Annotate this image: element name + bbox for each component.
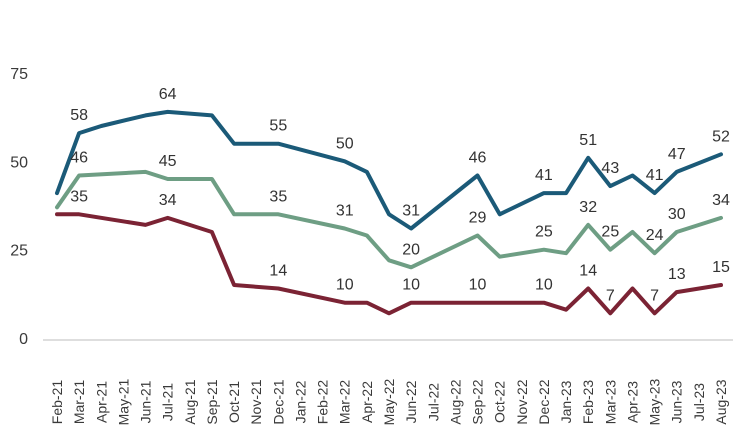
y-axis: 0 25 50 75: [10, 66, 28, 348]
series-2-data-label: 24: [646, 227, 664, 244]
series-1-data-label: 64: [159, 86, 177, 103]
series-3-data-label: 34: [159, 192, 177, 209]
x-tick-label: May-22: [381, 378, 397, 425]
series-1-data-label: 50: [336, 135, 354, 152]
series-2-data-label: 29: [469, 210, 487, 227]
x-tick-label: Jul-23: [691, 383, 707, 421]
series-2-data-label: 31: [336, 202, 354, 219]
series-3-data-label: 14: [579, 263, 597, 280]
series-1-data-label: 41: [646, 167, 664, 184]
y-tick-label: 25: [10, 243, 28, 260]
x-tick-label: Aug-22: [447, 379, 463, 424]
x-tick-label: Jan-23: [558, 380, 574, 423]
x-axis: Feb-21 Mar-21 Apr-21 May-21 Jun-21 Jul-21 Aug-…: [49, 378, 729, 425]
series-1-data-label: 31: [402, 202, 420, 219]
series-1-data-label: 46: [469, 149, 487, 166]
series-3-data-label: 7: [650, 287, 659, 304]
series-2-data-label: 46: [70, 149, 88, 166]
x-tick-label: Jul-22: [425, 383, 441, 421]
y-tick-label: 0: [19, 331, 28, 348]
series-1-data-label: 47: [668, 146, 686, 163]
x-tick-label: Nov-22: [514, 379, 530, 424]
x-tick-label: May-21: [115, 378, 131, 425]
x-tick-label: Nov-21: [248, 379, 264, 424]
series-2-data-label: 32: [579, 199, 597, 216]
series-1-line: [55, 109, 723, 231]
series-2-data-label: 45: [159, 153, 177, 170]
x-tick-label: Mar-23: [602, 380, 618, 425]
series-1-data-label: 58: [70, 107, 88, 124]
y-tick-label: 50: [10, 154, 28, 171]
series-1-data-label: 41: [535, 167, 553, 184]
series-2-data-label: 20: [402, 241, 420, 258]
x-tick-label: Oct-21: [226, 381, 242, 423]
series-2-data-label: 35: [269, 188, 287, 205]
series-2-line: [55, 169, 723, 270]
series-1-data-label: 55: [269, 118, 287, 135]
series-lines: [55, 109, 723, 316]
series-1-data-label: 51: [579, 132, 597, 149]
series-3-data-label: 35: [70, 188, 88, 205]
series-3-line: [55, 212, 723, 316]
series-2-data-label: 25: [535, 224, 553, 241]
x-tick-label: Sep-22: [470, 379, 486, 424]
x-tick-label: Jan-22: [292, 380, 308, 423]
x-tick-label: Apr-22: [359, 381, 375, 423]
x-tick-label: Oct-22: [492, 381, 508, 423]
x-tick-label: Feb-22: [315, 380, 331, 425]
x-tick-label: Feb-21: [49, 380, 65, 425]
series-1-data-label: 52: [712, 128, 730, 145]
series-3-data-label: 15: [712, 259, 730, 276]
series-3-data-label: 13: [668, 266, 686, 283]
y-tick-label: 75: [10, 66, 28, 83]
x-tick-label: Aug-21: [182, 379, 198, 424]
series-3-data-label: 10: [535, 277, 553, 294]
x-tick-label: Jun-21: [138, 380, 154, 423]
x-tick-label: Jul-21: [160, 383, 176, 421]
series-1-data-label: 43: [601, 160, 619, 177]
x-tick-label: Feb-23: [580, 380, 596, 425]
series-3-data-label: 10: [469, 277, 487, 294]
series-2-data-label: 25: [601, 224, 619, 241]
x-tick-label: Dec-21: [270, 379, 286, 424]
series-2-data-label: 30: [668, 206, 686, 223]
x-tick-label: Jun-22: [403, 380, 419, 423]
x-tick-label: Aug-23: [713, 379, 729, 424]
series-3-data-label: 10: [336, 277, 354, 294]
series-3-data-label: 10: [402, 277, 420, 294]
x-tick-label: Dec-22: [536, 379, 552, 424]
x-tick-label: May-23: [647, 378, 663, 425]
series-3-data-label: 7: [606, 287, 615, 304]
x-tick-label: Sep-21: [204, 379, 220, 424]
x-tick-label: Apr-21: [93, 381, 109, 423]
x-tick-label: Jun-23: [669, 380, 685, 423]
x-tick-label: Mar-22: [337, 380, 353, 425]
x-tick-label: Mar-21: [71, 380, 87, 425]
series-3-data-label: 14: [269, 263, 287, 280]
x-tick-label: Apr-23: [624, 381, 640, 423]
series-2-data-label: 34: [712, 192, 730, 209]
